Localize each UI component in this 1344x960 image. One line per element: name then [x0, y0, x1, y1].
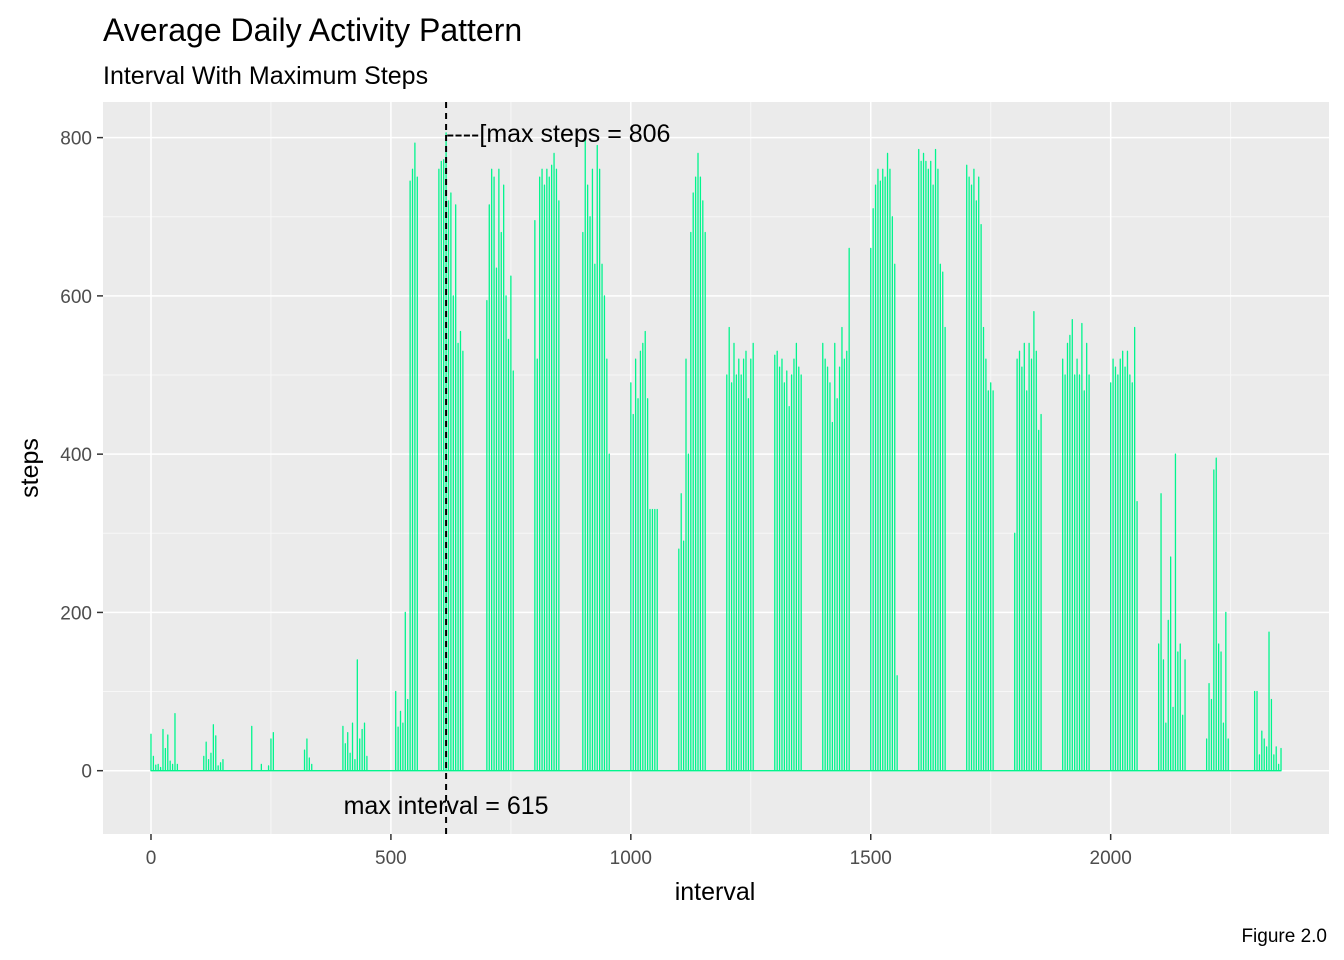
- minor-gridlines: [103, 102, 1329, 834]
- y-tick-label: 400: [60, 445, 92, 466]
- x-tick-label: 0: [146, 848, 157, 869]
- figure-caption: Figure 2.0: [1241, 926, 1327, 947]
- steps-series-line: [150, 132, 1282, 772]
- max-interval-annotation: max interval = 615: [344, 792, 549, 820]
- x-axis-ticks: 0 500 1000 1500 2000: [146, 834, 1132, 869]
- y-tick-label: 600: [60, 287, 92, 308]
- plot-panel: [103, 102, 1329, 834]
- x-tick-label: 500: [375, 848, 407, 869]
- x-tick-label: 1500: [850, 848, 892, 869]
- max-steps-annotation: ----[max steps = 806: [446, 120, 670, 148]
- y-tick-label: 0: [81, 762, 92, 783]
- y-axis-title: steps: [16, 438, 44, 498]
- y-axis-ticks: 0 200 400 600 800: [60, 129, 103, 783]
- chart-title: Average Daily Activity Pattern: [103, 12, 522, 48]
- x-tick-label: 1000: [610, 848, 652, 869]
- chart-subtitle: Interval With Maximum Steps: [103, 62, 428, 90]
- y-tick-label: 800: [60, 129, 92, 150]
- x-tick-label: 2000: [1090, 848, 1132, 869]
- x-axis-title: interval: [675, 878, 756, 906]
- y-tick-label: 200: [60, 603, 92, 624]
